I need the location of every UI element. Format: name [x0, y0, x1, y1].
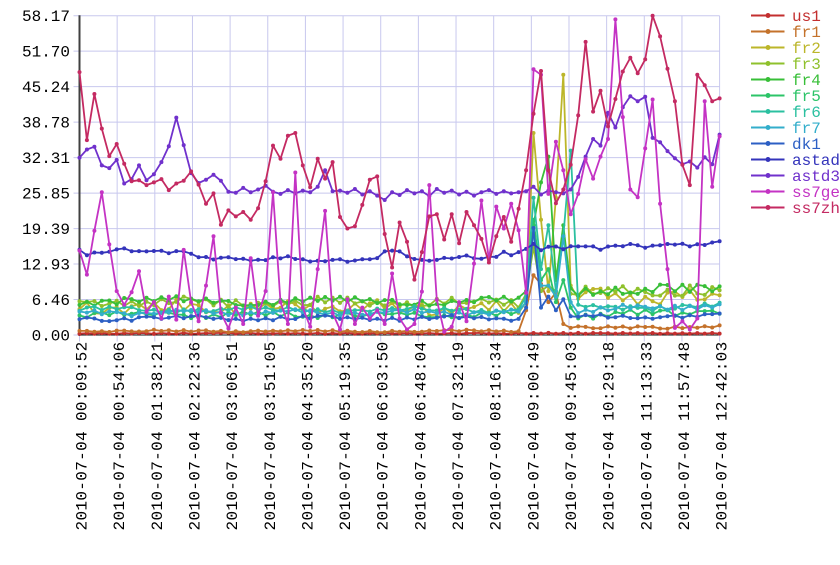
svg-text:2010-07-04 00:09:52: 2010-07-04 00:09:52 [74, 341, 92, 530]
svg-text:fr5: fr5 [792, 88, 821, 106]
svg-text:2010-07-04 10:29:18: 2010-07-04 10:29:18 [601, 341, 619, 530]
svg-text:fr3: fr3 [792, 56, 821, 74]
svg-text:fr1: fr1 [792, 24, 821, 42]
svg-text:fr7: fr7 [792, 120, 821, 138]
svg-text:51.70: 51.70 [22, 44, 70, 62]
svg-text:2010-07-04 05:19:35: 2010-07-04 05:19:35 [337, 341, 355, 530]
svg-text:2010-07-04 09:45:03: 2010-07-04 09:45:03 [563, 341, 581, 530]
svg-text:2010-07-04 06:03:50: 2010-07-04 06:03:50 [375, 341, 393, 530]
svg-text:ss7ge: ss7ge [792, 184, 840, 202]
svg-text:dk1: dk1 [792, 136, 821, 154]
svg-text:38.78: 38.78 [22, 115, 70, 133]
svg-text:25.85: 25.85 [22, 186, 70, 204]
svg-text:19.39: 19.39 [22, 221, 70, 239]
svg-text:2010-07-04 04:35:20: 2010-07-04 04:35:20 [299, 341, 317, 530]
svg-text:45.24: 45.24 [22, 79, 70, 97]
svg-text:2010-07-04 03:06:51: 2010-07-04 03:06:51 [224, 341, 242, 530]
svg-text:2010-07-04 03:51:05: 2010-07-04 03:51:05 [262, 341, 280, 530]
svg-text:fr6: fr6 [792, 104, 821, 122]
svg-text:2010-07-04 12:42:03: 2010-07-04 12:42:03 [714, 341, 732, 530]
svg-text:2010-07-04 11:57:48: 2010-07-04 11:57:48 [676, 341, 694, 530]
svg-text:12.93: 12.93 [22, 257, 70, 275]
svg-text:fr4: fr4 [792, 72, 821, 90]
svg-text:astad: astad [792, 152, 840, 170]
svg-text:2010-07-04 00:54:06: 2010-07-04 00:54:06 [111, 341, 129, 530]
svg-text:0.00: 0.00 [32, 328, 70, 346]
svg-text:2010-07-04 01:38:21: 2010-07-04 01:38:21 [149, 341, 167, 530]
svg-text:2010-07-04 11:13:33: 2010-07-04 11:13:33 [638, 341, 656, 530]
svg-text:32.31: 32.31 [22, 150, 70, 168]
svg-text:astd3: astd3 [792, 168, 840, 186]
svg-text:58.17: 58.17 [22, 8, 70, 26]
svg-text:2010-07-04 06:48:04: 2010-07-04 06:48:04 [412, 341, 430, 530]
svg-text:fr2: fr2 [792, 40, 821, 58]
svg-text:2010-07-04 02:22:36: 2010-07-04 02:22:36 [186, 341, 204, 530]
svg-text:2010-07-04 08:16:34: 2010-07-04 08:16:34 [488, 341, 506, 530]
svg-text:6.46: 6.46 [32, 292, 70, 310]
svg-text:2010-07-04 07:32:19: 2010-07-04 07:32:19 [450, 341, 468, 530]
svg-text:ss7zh: ss7zh [792, 200, 840, 218]
svg-text:us1: us1 [792, 8, 821, 26]
svg-text:2010-07-04 09:00:49: 2010-07-04 09:00:49 [525, 341, 543, 530]
